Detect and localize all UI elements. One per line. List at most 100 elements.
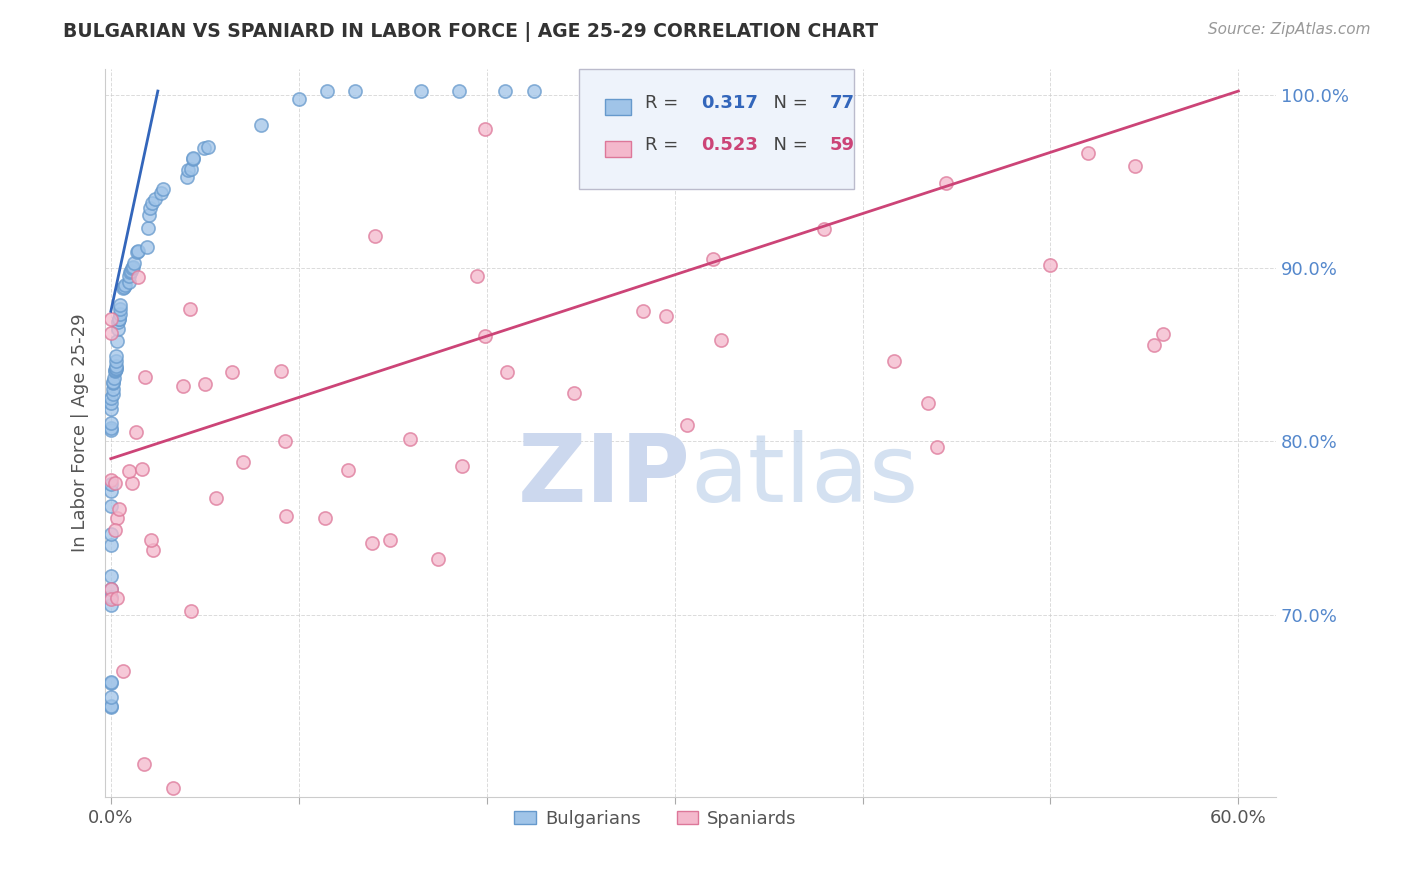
Point bbox=[100, 326, 122, 341]
Point bbox=[181, 151, 204, 165]
Point bbox=[465, 269, 488, 284]
Point bbox=[142, 542, 165, 557]
Point bbox=[111, 280, 134, 294]
Point bbox=[1143, 337, 1166, 351]
Point bbox=[135, 240, 157, 254]
Point bbox=[127, 244, 149, 259]
Point bbox=[250, 119, 273, 133]
Text: R =: R = bbox=[645, 136, 683, 154]
Point bbox=[136, 220, 159, 235]
Point bbox=[108, 502, 131, 516]
Point bbox=[495, 84, 517, 98]
Point bbox=[105, 349, 128, 363]
Point bbox=[118, 268, 141, 283]
Point bbox=[105, 353, 128, 368]
Point bbox=[162, 781, 184, 796]
Point bbox=[181, 152, 204, 166]
Point bbox=[100, 312, 122, 326]
Point bbox=[104, 363, 127, 377]
Point bbox=[177, 163, 200, 178]
Point bbox=[172, 378, 194, 392]
Point bbox=[108, 298, 131, 312]
Point bbox=[274, 434, 297, 449]
Point bbox=[221, 365, 243, 379]
Point bbox=[104, 523, 127, 537]
Point bbox=[107, 312, 129, 326]
Point bbox=[232, 455, 254, 469]
Point bbox=[409, 84, 432, 98]
Point bbox=[127, 270, 149, 285]
Point bbox=[104, 362, 127, 376]
Point bbox=[121, 260, 143, 275]
Point bbox=[100, 582, 122, 596]
Point bbox=[152, 182, 174, 196]
Point bbox=[103, 371, 125, 385]
Point bbox=[925, 440, 948, 454]
Point bbox=[121, 475, 143, 490]
Point bbox=[100, 416, 122, 430]
Y-axis label: In Labor Force | Age 25-29: In Labor Force | Age 25-29 bbox=[72, 313, 89, 552]
Point bbox=[112, 280, 135, 294]
Point bbox=[100, 590, 122, 604]
Point bbox=[100, 569, 122, 583]
Point bbox=[748, 84, 770, 98]
Point bbox=[104, 364, 127, 378]
Text: N =: N = bbox=[762, 136, 814, 154]
Point bbox=[380, 533, 402, 548]
Point bbox=[426, 552, 449, 566]
Text: 77: 77 bbox=[830, 95, 855, 112]
Point bbox=[562, 386, 585, 401]
FancyBboxPatch shape bbox=[605, 141, 631, 157]
Point bbox=[702, 252, 724, 267]
Point bbox=[124, 425, 146, 439]
Point bbox=[100, 592, 122, 607]
Point bbox=[107, 315, 129, 329]
Point bbox=[143, 192, 166, 206]
Point bbox=[149, 186, 172, 201]
Point bbox=[105, 361, 128, 376]
Point bbox=[287, 92, 309, 106]
Text: R =: R = bbox=[645, 95, 683, 112]
Point bbox=[100, 483, 122, 498]
Text: BULGARIAN VS SPANIARD IN LABOR FORCE | AGE 25-29 CORRELATION CHART: BULGARIAN VS SPANIARD IN LABOR FORCE | A… bbox=[63, 22, 879, 42]
Point bbox=[100, 396, 122, 410]
Point bbox=[105, 591, 128, 605]
Point bbox=[124, 256, 146, 270]
Point bbox=[523, 84, 546, 98]
Point bbox=[108, 307, 131, 321]
Point bbox=[103, 376, 125, 390]
Point bbox=[100, 690, 122, 704]
Point bbox=[100, 476, 122, 491]
Point bbox=[633, 304, 655, 318]
Point bbox=[447, 84, 470, 98]
Point bbox=[450, 459, 472, 474]
Point bbox=[112, 665, 135, 679]
Point bbox=[107, 511, 129, 525]
Point bbox=[134, 370, 156, 384]
Point bbox=[108, 301, 131, 316]
Point bbox=[176, 170, 198, 185]
Point bbox=[100, 698, 122, 713]
Point bbox=[141, 195, 163, 210]
Point bbox=[103, 382, 125, 396]
Point bbox=[138, 202, 160, 216]
Point bbox=[104, 476, 127, 491]
Text: Source: ZipAtlas.com: Source: ZipAtlas.com bbox=[1208, 22, 1371, 37]
Point bbox=[131, 461, 153, 475]
Point bbox=[100, 676, 122, 690]
Point bbox=[1039, 258, 1062, 272]
Point bbox=[121, 260, 143, 274]
Point bbox=[654, 309, 676, 323]
Point bbox=[114, 277, 136, 292]
Text: 0.317: 0.317 bbox=[702, 95, 758, 112]
Text: N =: N = bbox=[762, 95, 814, 112]
Point bbox=[132, 756, 155, 771]
Point bbox=[100, 582, 122, 596]
Point bbox=[100, 421, 122, 435]
Point bbox=[101, 386, 124, 401]
Point bbox=[100, 402, 122, 417]
Legend: Bulgarians, Spaniards: Bulgarians, Spaniards bbox=[508, 803, 804, 835]
FancyBboxPatch shape bbox=[579, 69, 855, 189]
Point bbox=[364, 229, 387, 244]
Point bbox=[179, 301, 201, 316]
